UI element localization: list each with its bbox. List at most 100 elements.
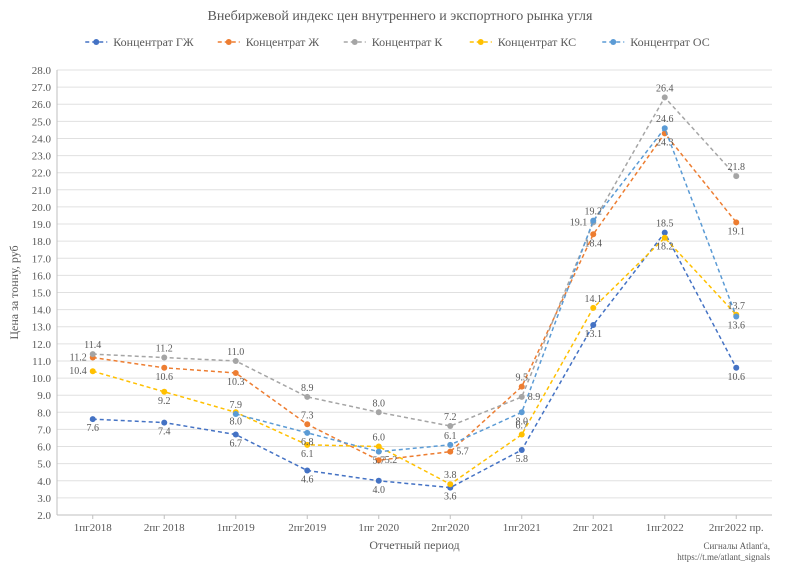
data-label: 14.1 <box>585 294 603 305</box>
series-marker <box>161 389 167 395</box>
data-label: 10.3 <box>227 377 245 388</box>
data-label: 18.5 <box>656 219 674 230</box>
y-tick-label: 25.0 <box>32 116 52 128</box>
series-marker <box>662 235 668 241</box>
series-marker <box>233 358 239 364</box>
x-tick-label: 2пг2020 <box>431 522 469 534</box>
data-label: 5.7 <box>373 456 386 467</box>
legend-marker <box>352 39 358 45</box>
series-marker <box>90 351 96 357</box>
series-marker <box>304 394 310 400</box>
y-tick-label: 21.0 <box>32 185 52 197</box>
data-label: 6.8 <box>301 437 314 448</box>
series-marker <box>304 430 310 436</box>
legend-label: Концентрат ГЖ <box>113 35 194 49</box>
x-tick-label: 2пг 2018 <box>144 522 185 534</box>
x-tick-label: 1пг2022 <box>646 522 684 534</box>
x-tick-label: 1пг2018 <box>74 522 112 534</box>
y-tick-label: 2.0 <box>37 510 51 522</box>
x-tick-label: 2пг 2021 <box>573 522 614 534</box>
data-label: 5.7 <box>456 447 469 458</box>
data-label: 8.0 <box>516 416 529 427</box>
data-label: 3.6 <box>444 492 457 503</box>
data-label: 4.0 <box>373 485 386 496</box>
y-tick-label: 4.0 <box>37 476 51 488</box>
data-label: 24.6 <box>656 114 674 125</box>
series-marker <box>233 370 239 376</box>
data-label: 3.8 <box>444 470 457 481</box>
data-label: 26.4 <box>656 83 674 94</box>
data-label: 24.3 <box>656 137 674 148</box>
series-marker <box>233 411 239 417</box>
y-tick-label: 24.0 <box>32 133 52 145</box>
y-tick-label: 20.0 <box>32 202 52 214</box>
series-marker <box>662 125 668 131</box>
series-marker <box>590 218 596 224</box>
series-marker <box>733 365 739 371</box>
y-tick-label: 27.0 <box>32 82 52 94</box>
y-tick-label: 14.0 <box>32 305 52 317</box>
chart-bg <box>0 0 800 572</box>
data-label: 10.4 <box>69 366 87 377</box>
data-label: 8.0 <box>373 398 386 409</box>
series-marker <box>662 230 668 236</box>
series-marker <box>90 416 96 422</box>
chart-container: { "chart": { "type": "line", "title": "В… <box>0 0 800 572</box>
data-label: 8.9 <box>301 383 314 394</box>
x-tick-label: 2пг2022 пр. <box>709 522 764 534</box>
series-marker <box>733 219 739 225</box>
data-label: 8.0 <box>230 416 243 427</box>
data-label: 9.5 <box>516 373 529 384</box>
legend-marker <box>610 39 616 45</box>
series-marker <box>161 420 167 426</box>
legend-marker <box>93 39 99 45</box>
y-tick-label: 8.0 <box>37 407 51 419</box>
data-label: 11.2 <box>156 344 173 355</box>
series-marker <box>519 432 525 438</box>
data-label: 11.4 <box>84 340 101 351</box>
data-label: 13.6 <box>728 320 746 331</box>
series-marker <box>519 394 525 400</box>
y-tick-label: 9.0 <box>37 390 51 402</box>
legend-marker <box>478 39 484 45</box>
data-label: 6.1 <box>301 449 314 460</box>
y-tick-label: 23.0 <box>32 151 52 163</box>
coal-price-chart: Внебиржевой индекс цен внутреннего и экс… <box>0 0 800 572</box>
y-tick-label: 22.0 <box>32 168 52 180</box>
series-marker <box>376 409 382 415</box>
y-tick-label: 19.0 <box>32 219 52 231</box>
series-marker <box>590 322 596 328</box>
data-label: 19.1 <box>728 226 746 237</box>
y-tick-label: 15.0 <box>32 288 52 300</box>
data-label: 7.6 <box>87 423 100 434</box>
y-tick-label: 16.0 <box>32 270 52 282</box>
data-label: 7.9 <box>230 400 243 411</box>
credit-text: Сигналы Atlant'a, <box>703 541 770 551</box>
series-marker <box>304 468 310 474</box>
series-marker <box>447 449 453 455</box>
series-marker <box>662 94 668 100</box>
series-marker <box>90 368 96 374</box>
series-marker <box>447 423 453 429</box>
data-label: 10.6 <box>728 372 746 383</box>
data-label: 7.4 <box>158 427 171 438</box>
y-tick-label: 12.0 <box>32 339 52 351</box>
series-marker <box>590 231 596 237</box>
legend-label: Концентрат К <box>372 35 444 49</box>
y-tick-label: 6.0 <box>37 442 51 454</box>
x-tick-label: 1пг 2020 <box>358 522 399 534</box>
data-label: 6.0 <box>373 433 386 444</box>
data-label: 5.2 <box>385 455 398 466</box>
y-tick-label: 5.0 <box>37 459 51 471</box>
data-label: 8.9 <box>528 392 541 403</box>
y-tick-label: 11.0 <box>32 356 51 368</box>
data-label: 13.1 <box>585 329 603 340</box>
legend-label: Концентрат КС <box>498 35 576 49</box>
series-marker <box>376 449 382 455</box>
data-label: 19.1 <box>570 217 588 228</box>
series-marker <box>161 365 167 371</box>
series-marker <box>733 313 739 319</box>
x-tick-label: 1пг2021 <box>503 522 541 534</box>
data-label: 5.8 <box>516 454 529 465</box>
legend-label: Концентрат ОС <box>630 35 709 49</box>
